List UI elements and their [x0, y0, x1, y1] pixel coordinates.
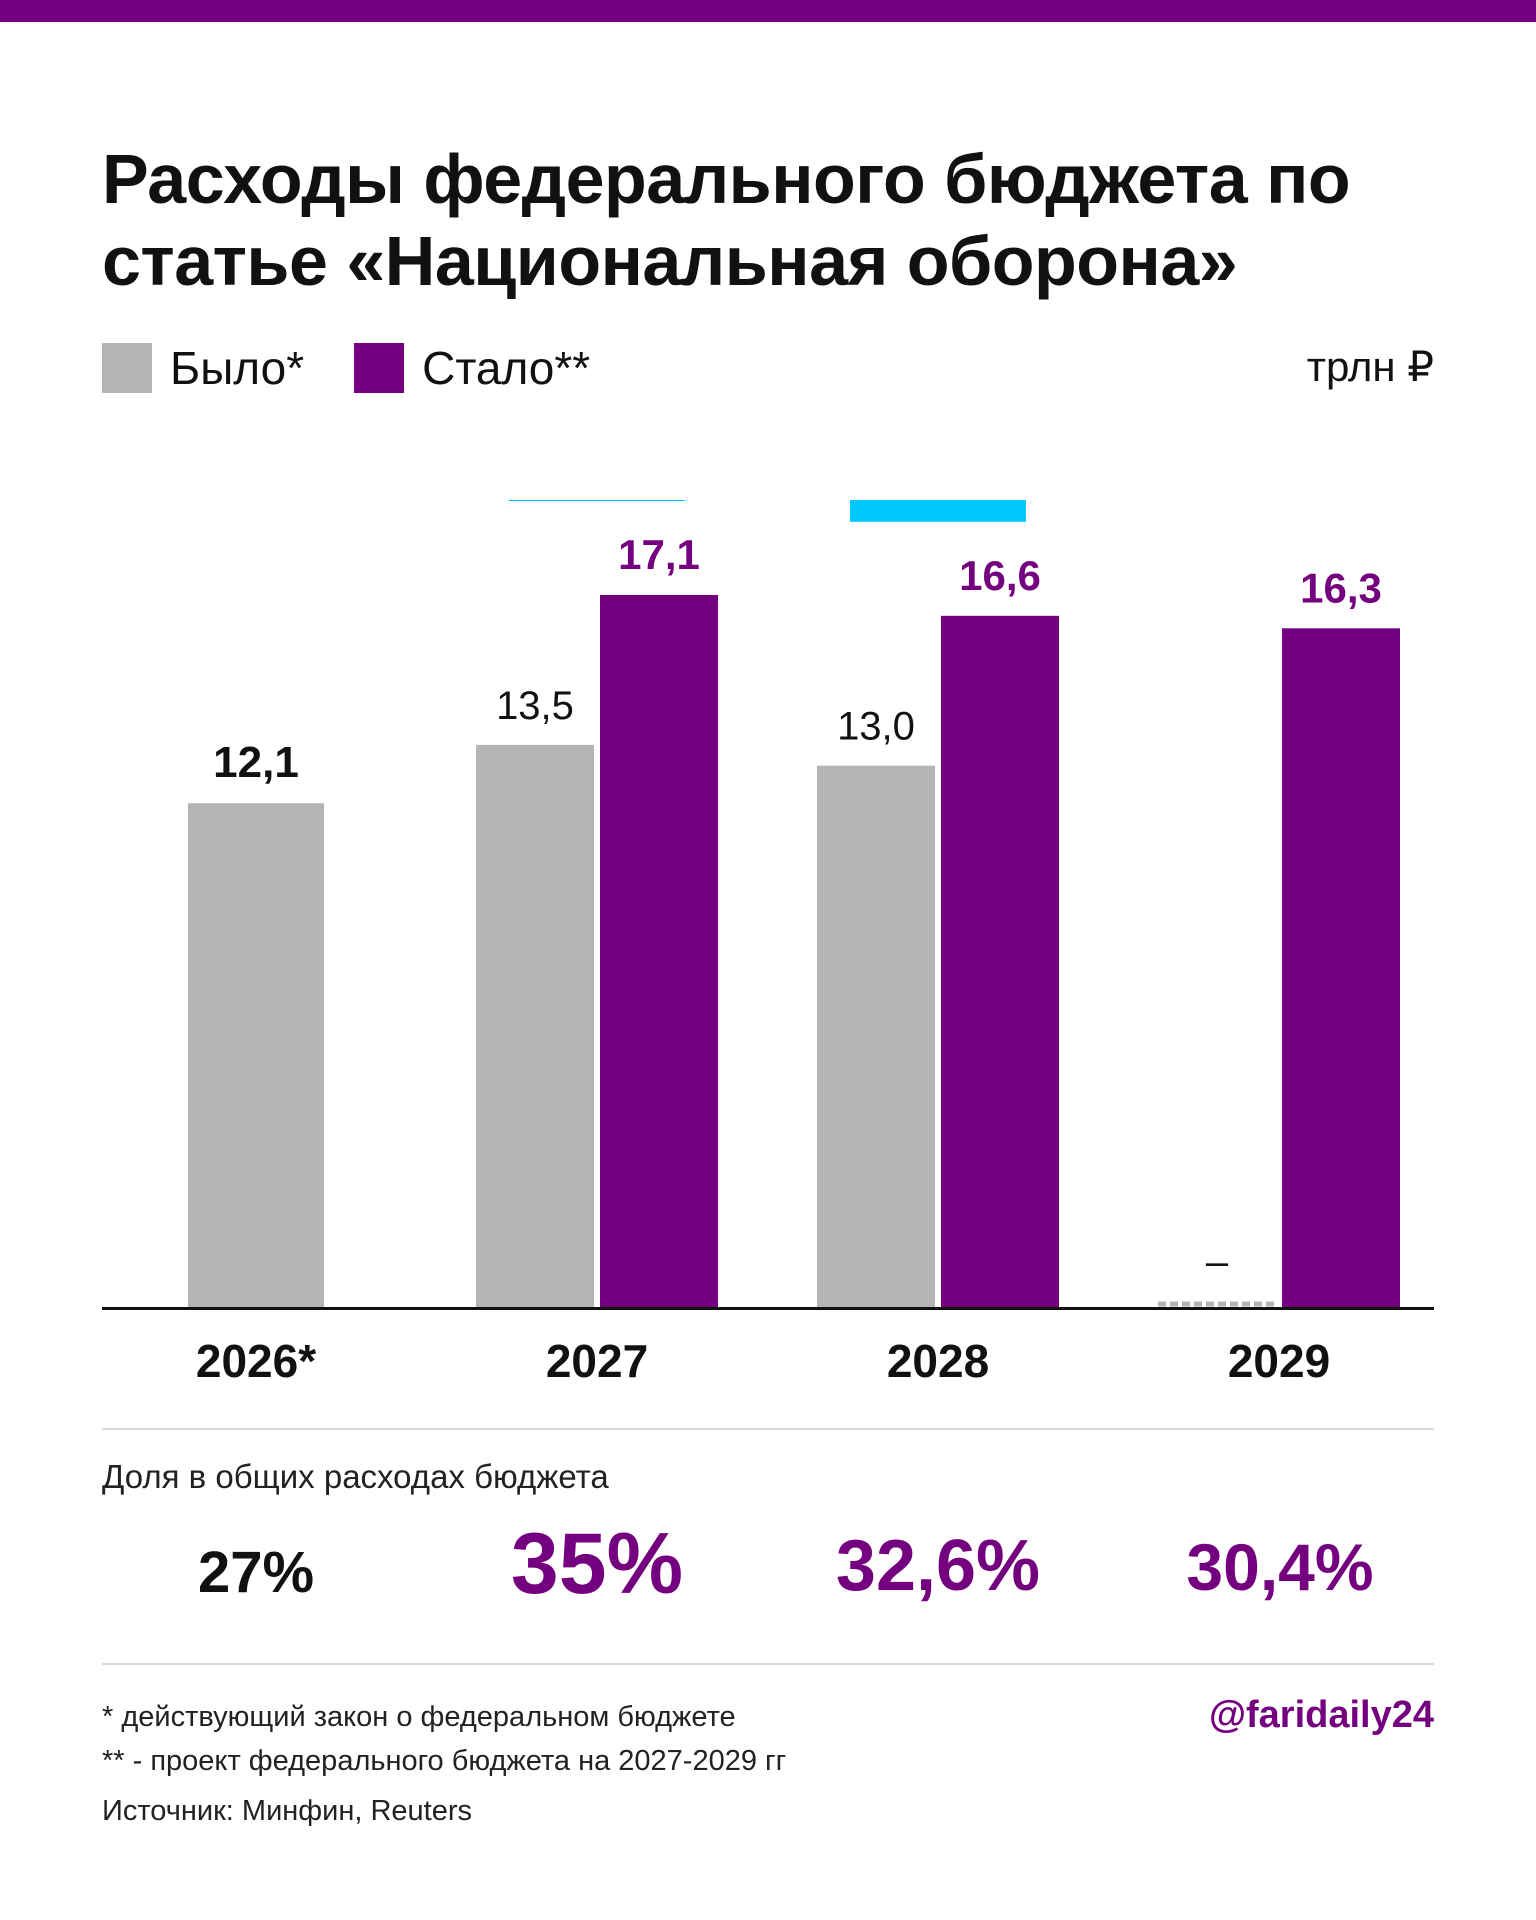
category-label-2028: 2028 — [887, 1335, 989, 1387]
legend-item-before: Было* — [102, 341, 304, 395]
divider-top — [102, 1428, 1434, 1430]
legend-swatch-after — [354, 343, 405, 393]
value-label-before-2027: 13,5 — [496, 684, 574, 728]
legend-label-before: Было* — [170, 342, 305, 394]
category-label-2029: 2029 — [1228, 1335, 1330, 1387]
legend-item-after: Стало** — [354, 341, 590, 395]
unit-label: трлн ₽ — [1306, 343, 1434, 390]
footnote-draft-budget: ** - проект федерального бюджета на 2027… — [102, 1745, 787, 1777]
bar-before-2026 — [188, 803, 324, 1307]
bar-chart: 12,1 2026* 13,5 17,1 2027 13,0 16,6 2028 – 16,3 20… — [102, 500, 1434, 1387]
share-row: 27% 35% 32,6% 30,4% — [0, 1515, 1536, 1615]
footnote-current-law: * действующий закон о федеральном бюджет… — [102, 1701, 736, 1733]
top-accent-bar — [0, 0, 1536, 22]
share-title: Доля в общих расходах бюджета — [102, 1458, 609, 1495]
share-value-2029: 30,4% — [1186, 1530, 1374, 1604]
value-label-after-2028: 16,6 — [959, 552, 1041, 599]
value-label-before-2026: 12,1 — [213, 738, 299, 787]
bar-before-2028 — [817, 765, 935, 1307]
source: Источник: Минфин, Reuters — [102, 1795, 473, 1827]
value-label-before-2028: 13,0 — [837, 705, 915, 749]
delta-box-2027 — [509, 500, 685, 501]
legend-swatch-before — [102, 343, 152, 393]
value-label-after-2029: 16,3 — [1300, 564, 1382, 611]
share-value-2028: 32,6% — [835, 1526, 1041, 1606]
category-label-2027: 2027 — [546, 1335, 648, 1387]
chart-title: Расходы федерального бюджета по статье «… — [102, 140, 1351, 300]
bar-before-2027 — [476, 744, 594, 1307]
legend: Было* Стало** — [102, 340, 640, 396]
legend-label-after: Стало** — [422, 342, 591, 394]
value-label-before-2029: – — [1206, 1240, 1229, 1284]
footnotes: * действующий закон о федеральном бюджет… — [102, 1695, 786, 1783]
share-value-2026: 27% — [197, 1540, 315, 1605]
value-label-after-2027: 17,1 — [618, 531, 700, 578]
share-value-2027: 35% — [510, 1516, 684, 1612]
bar-after-2028 — [941, 615, 1059, 1307]
bar-after-2027 — [600, 595, 718, 1307]
divider-bottom — [102, 1663, 1434, 1665]
author-handle: @faridaily24 — [1208, 1694, 1434, 1736]
bar-after-2029 — [1282, 628, 1400, 1307]
delta-box-2028 — [850, 500, 1026, 522]
category-label-2026: 2026* — [196, 1335, 316, 1387]
